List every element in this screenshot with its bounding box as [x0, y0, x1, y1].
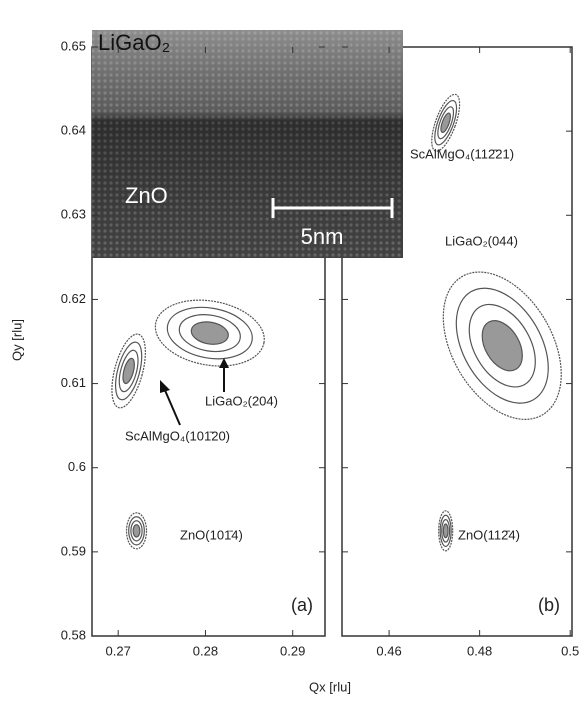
contour-line [474, 314, 531, 378]
contour-line [133, 525, 140, 537]
peak-label: ScAlMgO₄(112̄21) [410, 146, 514, 161]
x-tick-label: 0.46 [376, 643, 401, 658]
tem-shading [92, 30, 403, 258]
y-tick-label: 0.61 [61, 375, 86, 390]
y-tick-label: 0.63 [61, 207, 86, 222]
inset-label: LiGaO₂ [98, 30, 170, 55]
y-tick-label: 0.62 [61, 291, 86, 306]
y-tick-label: 0.58 [61, 627, 86, 642]
tem-inset: LiGaO₂ ZnO 5nm [92, 30, 403, 258]
x-tick-label: 0.27 [106, 643, 131, 658]
panel-label: (b) [538, 595, 560, 615]
x-tick-label: 0.29 [280, 643, 305, 658]
arrowhead [160, 380, 170, 393]
y-tick-label: 0.59 [61, 543, 86, 558]
inset-label: ZnO [125, 183, 168, 208]
x-tick-label: 0.48 [467, 643, 492, 658]
y-tick-label: 0.65 [61, 38, 86, 53]
y-tick-label: 0.6 [68, 459, 86, 474]
panel-label: (a) [291, 595, 313, 615]
y-axis-label: Qy [rlu] [9, 319, 24, 361]
peak-label: ZnO(112̄4) [458, 527, 520, 542]
x-axis-label: Qx [rlu] [309, 679, 351, 694]
contour-line [439, 112, 452, 133]
scale-bar-label: 5nm [301, 224, 344, 249]
contour-line [190, 319, 231, 347]
arrowhead [219, 358, 229, 368]
peak-label: ScAlMgO₄(101̄20) [125, 428, 230, 443]
peak-label: ZnO(101̄4) [180, 527, 243, 542]
x-tick-label: 0.28 [193, 643, 218, 658]
y-tick-label: 0.64 [61, 123, 86, 138]
x-tick-label: 0.5 [561, 643, 579, 658]
arrow [164, 388, 180, 425]
contour-line [443, 524, 448, 538]
peak-label: LiGaO₂(204) [205, 393, 278, 408]
peak-label: LiGaO₂(044) [445, 233, 518, 248]
figure: LiGaO₂ ZnO 5nm Qy [rlu] Qx [rlu] 0.58 0.5… [0, 0, 579, 702]
